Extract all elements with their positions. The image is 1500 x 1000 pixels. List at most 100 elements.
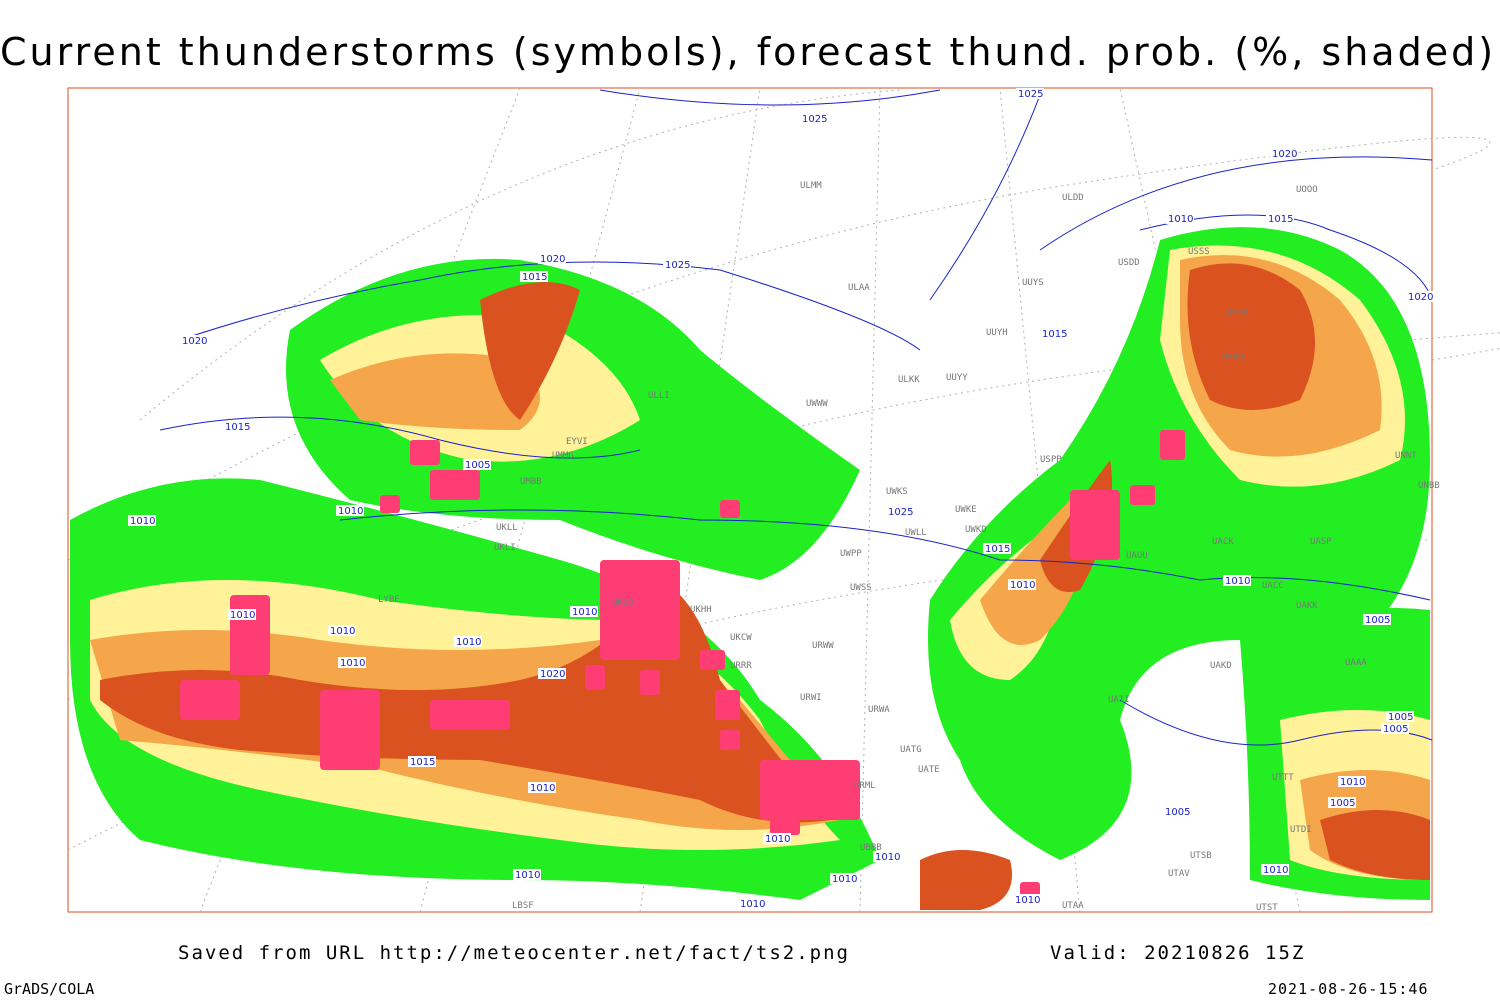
station-label: EYVI: [566, 437, 588, 447]
isobar-label-bg: [1163, 806, 1191, 817]
station-label: UMBB: [520, 477, 542, 487]
isobar-label-bg: [1040, 328, 1068, 339]
station-label: UBBB: [860, 843, 882, 853]
isobar-label: 1010: [130, 516, 155, 527]
station-label: USSS: [1188, 247, 1210, 257]
isobar-label-bg: [223, 421, 251, 432]
isobar-label-bg: [830, 873, 858, 884]
station-label: UAII: [1108, 695, 1130, 705]
isobar-label: 1005: [1383, 724, 1408, 735]
station-label: UACC: [1262, 581, 1284, 591]
station-label: USMM: [1226, 309, 1248, 319]
isobar-label-bg: [1008, 579, 1036, 590]
isobar-labels: 1025 1025 1020 1015 1025 1020 1015 1005 1010 1010…: [128, 88, 1434, 910]
isobar-label-bg: [1328, 797, 1356, 808]
isobar-label-bg: [528, 782, 556, 793]
isobar-label: 1020: [540, 254, 565, 265]
isobar-label-bg: [463, 459, 491, 470]
station-label: URWI: [800, 693, 822, 703]
station-label: UATE: [918, 765, 940, 775]
isobar-label: 1010: [230, 610, 255, 621]
valid-time: Valid: 20210826 15Z: [1050, 942, 1306, 964]
station-label: UWKD: [965, 525, 987, 535]
station-label: ULKK: [898, 375, 920, 385]
station-label: UAKD: [1210, 661, 1232, 671]
isobar-label-bg: [538, 668, 566, 679]
isobar-label: 1010: [340, 658, 365, 669]
station-label: UMMG: [552, 451, 574, 461]
station-label: UTDI: [1290, 825, 1312, 835]
isobar-label-bg: [1166, 213, 1194, 224]
station-label: UWKS: [886, 487, 908, 497]
isobar-label-bg: [128, 515, 156, 526]
isobar-label: 1010: [1263, 865, 1288, 876]
isobar-label: 1015: [1268, 214, 1293, 225]
isobar-label: 1020: [1272, 149, 1297, 160]
isobar-label: 1005: [465, 460, 490, 471]
station-label: URWA: [868, 705, 890, 715]
isobar-label-bg: [338, 657, 366, 668]
station-label: UASP: [1310, 537, 1332, 547]
station-label: UWSS: [850, 583, 872, 593]
isobar-label: 1010: [572, 607, 597, 618]
station-label: USPP: [1040, 455, 1062, 465]
isobar-label: 1010: [1225, 576, 1250, 587]
isobar-label-bg: [1266, 213, 1294, 224]
isobar-label-bg: [1261, 864, 1289, 875]
isobar-label: 1010: [875, 852, 900, 863]
station-label: ULMM: [800, 181, 822, 191]
isobar-label: 1015: [1042, 329, 1067, 340]
isobar-label-bg: [328, 625, 356, 636]
isobar-label-bg: [1270, 148, 1298, 159]
station-label: UAAA: [1345, 658, 1367, 668]
isobar-label-bg: [570, 606, 598, 617]
isobar-label: 1015: [522, 272, 547, 283]
isobar-label: 1010: [530, 783, 555, 794]
station-label: UKLL: [496, 523, 518, 533]
isobar-label-bg: [180, 335, 208, 346]
isobar-label: 1010: [740, 899, 765, 910]
software-credit: GrADS/COLA: [4, 980, 95, 998]
isobar-label-bg: [1016, 88, 1044, 99]
isobar-label-bg: [1363, 614, 1391, 625]
isobar-label: 1010: [1015, 895, 1040, 906]
station-label: UNBB: [1418, 481, 1440, 491]
station-label: LYBE: [378, 595, 400, 605]
station-label: ULLI: [648, 391, 670, 401]
station-label: UWWW: [806, 399, 828, 409]
station-label: UOOO: [1296, 185, 1318, 195]
station-label: UTSB: [1190, 851, 1212, 861]
station-label: URRR: [730, 661, 752, 671]
station-label: UKHH: [690, 605, 712, 615]
station-label: UNNT: [1395, 451, 1417, 461]
isobar-label-bg: [538, 253, 566, 264]
isobar-label: 1005: [1330, 798, 1355, 809]
isobar-label: 1010: [1010, 580, 1035, 591]
isobar-label: 1005: [1388, 712, 1413, 723]
isobar-label: 1015: [225, 422, 250, 433]
station-label: ULDD: [1062, 193, 1084, 203]
station-label: UACK: [1212, 537, 1234, 547]
station-label: URML: [854, 781, 876, 791]
station-label: UATG: [900, 745, 922, 755]
isobar-label: 1010: [515, 870, 540, 881]
isobar-label: 1015: [985, 544, 1010, 555]
station-label: UWPP: [840, 549, 862, 559]
isobar-label-bg: [873, 851, 901, 862]
isobar-label: 1020: [182, 336, 207, 347]
station-label: USDD: [1118, 258, 1140, 268]
isobar-label: 1025: [802, 114, 827, 125]
station-label: URWW: [812, 641, 834, 651]
station-label: UKCW: [730, 633, 752, 643]
isobar-label-bg: [1338, 776, 1366, 787]
station-label: UTTT: [1272, 773, 1294, 783]
isobar-label: 1010: [330, 626, 355, 637]
isobar-label-bg: [228, 609, 256, 620]
isobar-label-bg: [520, 271, 548, 282]
isobar-label-bg: [738, 898, 766, 909]
isobar-label: 1010: [765, 834, 790, 845]
isobar-label: 1010: [1340, 777, 1365, 788]
isobar-label-bg: [454, 636, 482, 647]
isobar-label: 1025: [888, 507, 913, 518]
isobar-label-bg: [408, 756, 436, 767]
